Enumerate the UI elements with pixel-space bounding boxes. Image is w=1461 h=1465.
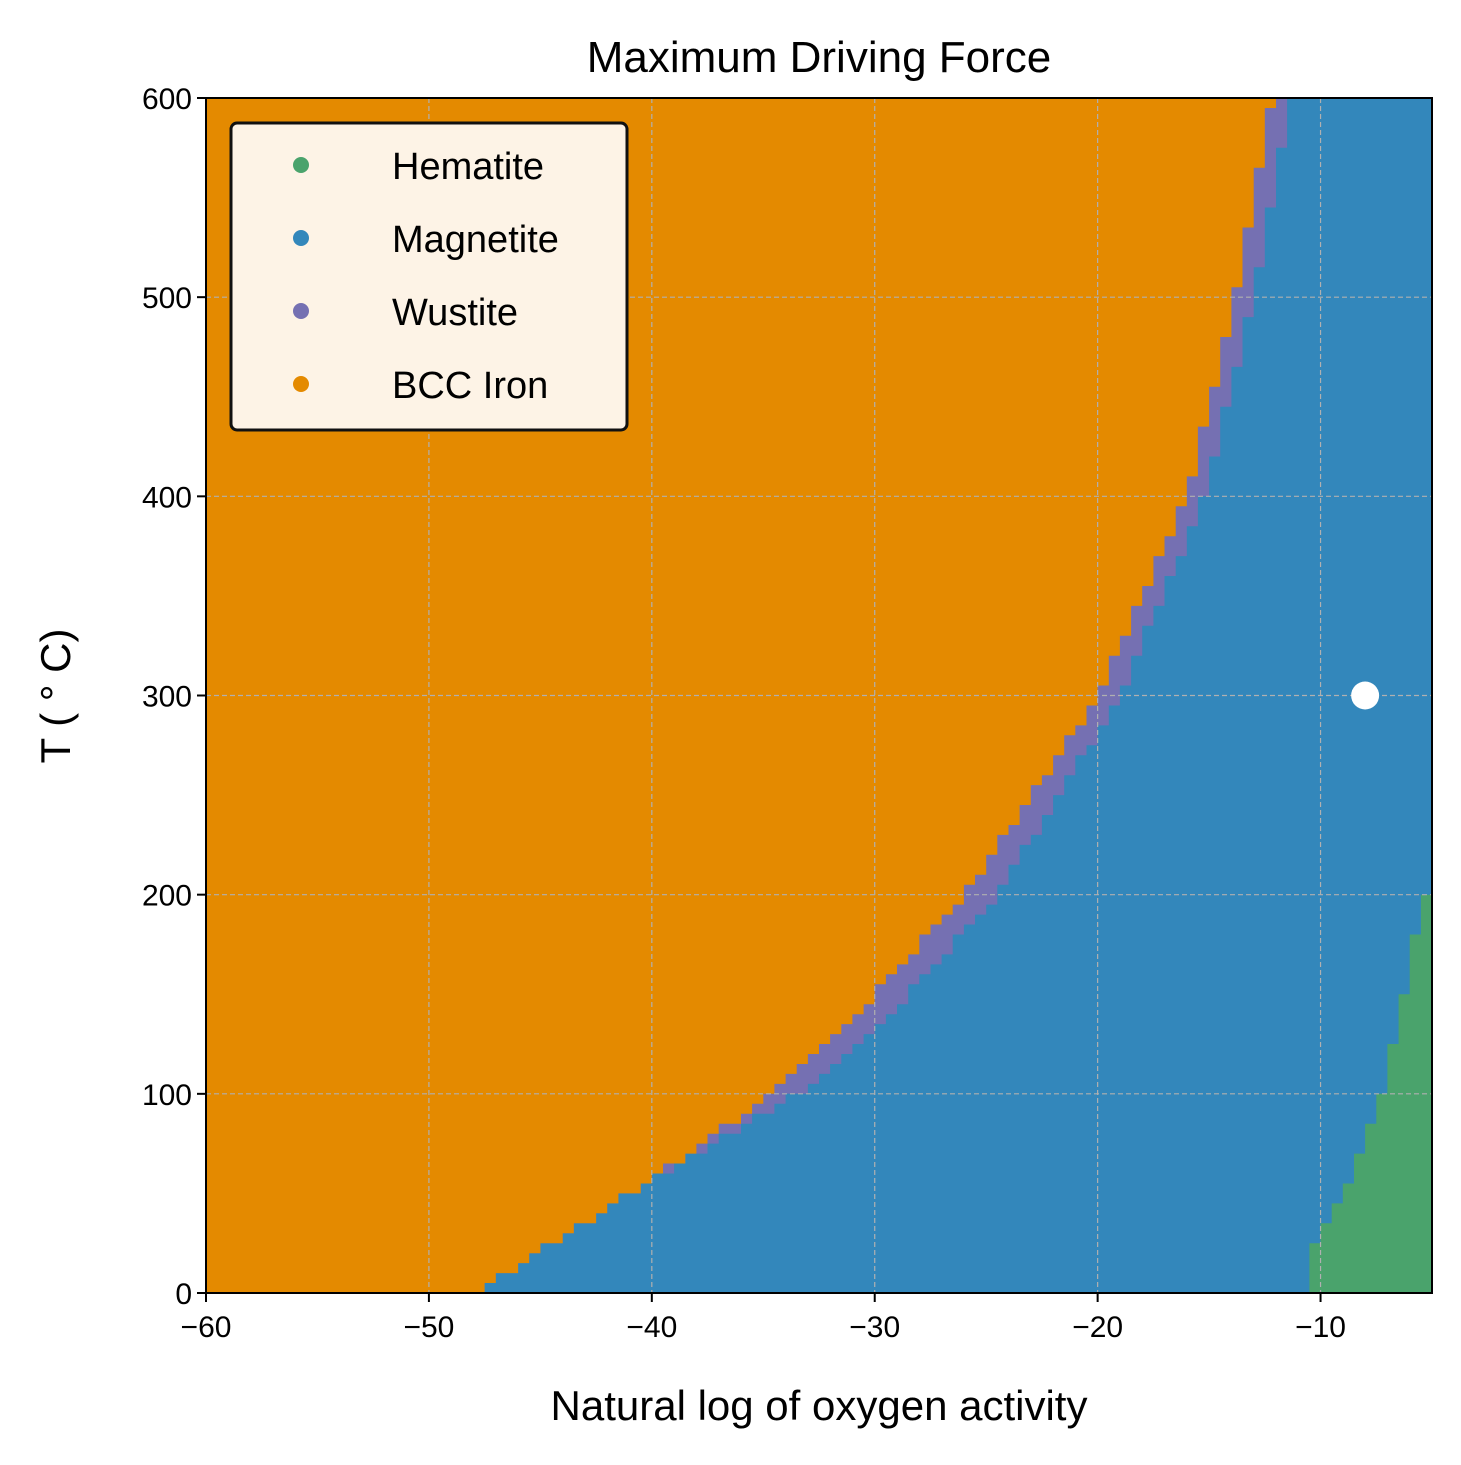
x-axis: −60 −50 −40 −30 −20 −10 xyxy=(181,1293,1346,1344)
legend-label: Wustite xyxy=(392,292,518,334)
x-tick-label: −30 xyxy=(849,1311,900,1344)
legend-marker xyxy=(293,157,309,173)
x-tick-label: −50 xyxy=(403,1311,454,1344)
y-tick-label: 400 xyxy=(142,481,192,514)
legend-label: Hematite xyxy=(392,146,544,188)
legend-label: Magnetite xyxy=(392,219,559,261)
x-axis-label: Natural log of oxygen activity xyxy=(551,1382,1088,1429)
chart-title: Maximum Driving Force xyxy=(587,33,1052,82)
legend-label: BCC Iron xyxy=(392,365,548,407)
x-tick-label: −20 xyxy=(1072,1311,1123,1344)
y-axis-label: T ( ° C) xyxy=(32,628,79,763)
legend-marker xyxy=(293,303,309,319)
region-hematite xyxy=(1309,894,1432,1293)
x-tick-label: −60 xyxy=(181,1311,232,1344)
legend-marker xyxy=(293,376,309,392)
y-axis: 0 100 200 300 400 500 600 xyxy=(142,83,206,1311)
y-tick-label: 0 xyxy=(175,1278,192,1311)
x-tick-label: −10 xyxy=(1295,1311,1346,1344)
y-tick-label: 600 xyxy=(142,83,192,116)
y-tick-label: 500 xyxy=(142,282,192,315)
legend-box xyxy=(229,121,629,432)
legend-marker xyxy=(293,230,309,246)
y-tick-label: 100 xyxy=(142,1079,192,1112)
legend: Hematite Magnetite Wustite BCC Iron xyxy=(229,121,629,432)
y-tick-label: 300 xyxy=(142,681,192,714)
condition-marker xyxy=(1351,681,1380,710)
x-tick-label: −40 xyxy=(626,1311,677,1344)
y-tick-label: 200 xyxy=(142,880,192,913)
marker-layer xyxy=(1351,681,1380,710)
